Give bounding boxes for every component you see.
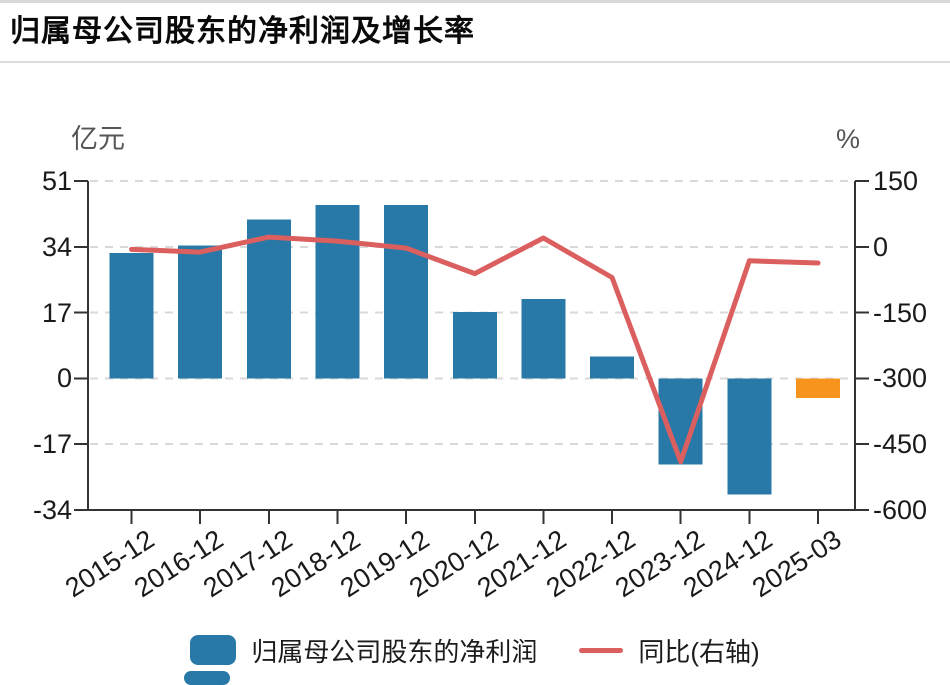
yoy-line[interactable] (129, 234, 821, 465)
bar-2018-12[interactable] (315, 204, 360, 379)
right-axis-tick-label: -450 (873, 429, 928, 460)
plot-canvas (74, 180, 869, 524)
bar-2022-12[interactable] (590, 356, 635, 379)
left-axis-tick-label: 0 (56, 363, 72, 394)
bar-2019-12[interactable] (384, 204, 429, 379)
bar-2016-12[interactable] (178, 245, 223, 379)
page-title: 归属母公司股东的净利润及增长率 (10, 15, 475, 48)
left-axis-tick-label: 51 (41, 166, 72, 196)
title-bar: 归属母公司股东的净利润及增长率 (0, 3, 950, 63)
right-axis-tick-label: -150 (873, 297, 928, 328)
bar-2017-12[interactable] (246, 219, 291, 379)
legend-row2-swatch-clipped (184, 671, 230, 685)
left-axis-tick-label: -34 (32, 495, 72, 525)
left-axis-unit-label: 亿元 (71, 124, 125, 154)
left-axis-tick-label: -17 (32, 429, 72, 460)
bar-2025-03[interactable] (796, 378, 840, 398)
bar-2021-12[interactable] (521, 299, 566, 379)
legend-item-yoy[interactable]: 同比(右轴) (579, 632, 760, 669)
legend-label-net-profit: 归属母公司股东的净利润 (251, 636, 538, 667)
left-axis-tick-label: 17 (41, 297, 72, 328)
bar-2015-12[interactable] (109, 252, 154, 379)
bar-series-swatch (190, 635, 237, 665)
bar-2024-12[interactable] (727, 378, 772, 495)
line-series-swatch (579, 647, 624, 653)
left-axis-tick-label: 34 (41, 231, 72, 262)
bar-2020-12[interactable] (452, 311, 497, 379)
legend-item-net-profit[interactable]: 归属母公司股东的净利润 (190, 632, 537, 669)
right-axis-tick-label: 0 (873, 231, 889, 262)
legend-label-yoy: 同比(右轴) (638, 636, 760, 667)
right-axis-tick-label: -600 (873, 495, 928, 525)
right-axis-tick-label: 150 (873, 166, 919, 196)
right-axis-tick-label: -300 (873, 363, 928, 394)
legend: 归属母公司股东的净利润 同比(右轴) (0, 633, 950, 667)
right-axis-unit-label: % (836, 124, 861, 154)
